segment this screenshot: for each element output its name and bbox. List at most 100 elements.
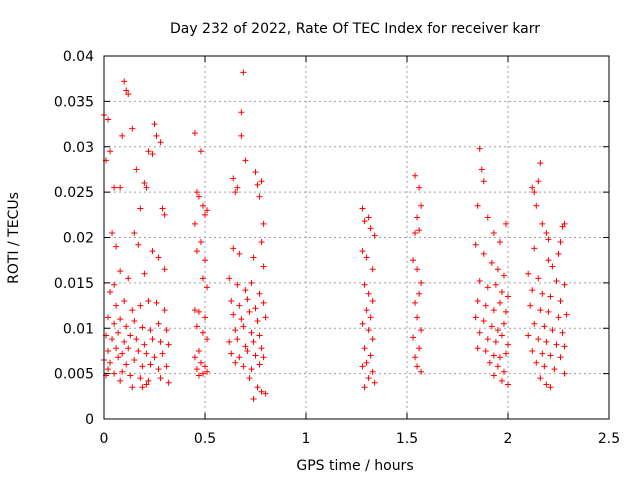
data-point bbox=[159, 205, 166, 212]
data-point bbox=[472, 241, 479, 248]
data-point bbox=[202, 314, 208, 321]
data-point bbox=[418, 327, 425, 334]
data-point bbox=[492, 281, 499, 288]
data-point bbox=[529, 347, 536, 354]
data-point bbox=[139, 384, 146, 391]
data-point bbox=[557, 354, 564, 361]
data-point bbox=[545, 257, 552, 264]
data-point bbox=[490, 307, 497, 314]
data-point bbox=[553, 341, 560, 348]
data-point bbox=[478, 166, 485, 173]
data-point bbox=[197, 359, 204, 366]
data-point bbox=[412, 229, 419, 236]
data-point bbox=[531, 189, 538, 196]
data-point bbox=[105, 347, 112, 354]
data-point bbox=[149, 151, 156, 158]
data-point bbox=[230, 175, 237, 182]
data-point bbox=[410, 334, 417, 341]
data-point bbox=[125, 91, 132, 98]
axis-ticks bbox=[103, 55, 610, 420]
data-point bbox=[246, 308, 253, 315]
data-point bbox=[367, 225, 374, 232]
data-point bbox=[105, 116, 112, 123]
data-point bbox=[484, 284, 491, 291]
data-point bbox=[157, 338, 164, 345]
data-point bbox=[549, 263, 556, 270]
data-point bbox=[252, 352, 259, 359]
data-point bbox=[414, 363, 421, 370]
data-point bbox=[191, 307, 198, 314]
data-point bbox=[525, 332, 532, 339]
data-point bbox=[147, 327, 154, 334]
data-point bbox=[365, 375, 372, 382]
data-point bbox=[236, 354, 243, 361]
data-point bbox=[474, 202, 481, 209]
data-point bbox=[488, 323, 495, 330]
data-point bbox=[191, 220, 198, 227]
data-point bbox=[226, 338, 233, 345]
y-tick-label: 0.04 bbox=[63, 49, 94, 65]
data-point bbox=[135, 347, 142, 354]
data-point bbox=[414, 314, 421, 321]
data-point bbox=[204, 368, 211, 375]
data-point bbox=[238, 132, 245, 139]
data-point bbox=[486, 359, 493, 366]
data-point bbox=[363, 254, 370, 261]
data-point bbox=[472, 314, 479, 321]
data-point bbox=[163, 327, 170, 334]
data-point bbox=[232, 327, 239, 334]
data-point bbox=[529, 184, 536, 191]
data-point bbox=[195, 347, 202, 354]
data-point bbox=[238, 316, 245, 323]
data-point bbox=[490, 352, 497, 359]
data-point bbox=[533, 359, 540, 366]
data-point bbox=[121, 338, 128, 345]
data-point bbox=[250, 254, 257, 261]
data-point bbox=[553, 278, 560, 285]
data-point bbox=[113, 302, 120, 309]
data-point bbox=[127, 372, 134, 379]
y-tick-label: 0.005 bbox=[54, 367, 94, 383]
y-tick-label: 0.015 bbox=[54, 276, 94, 292]
data-point bbox=[363, 307, 370, 314]
data-point bbox=[129, 384, 136, 391]
data-point bbox=[412, 299, 419, 306]
data-point bbox=[159, 350, 166, 357]
data-point bbox=[117, 268, 124, 275]
data-point bbox=[365, 327, 372, 334]
data-point bbox=[488, 259, 495, 266]
data-point bbox=[498, 332, 505, 339]
data-point bbox=[416, 290, 423, 297]
data-point bbox=[155, 254, 162, 261]
data-point bbox=[107, 148, 114, 155]
data-point bbox=[498, 288, 505, 295]
data-point bbox=[547, 384, 554, 391]
data-point bbox=[502, 350, 509, 357]
data-point bbox=[260, 354, 267, 361]
data-point bbox=[563, 311, 570, 318]
data-point bbox=[117, 316, 124, 323]
data-point bbox=[476, 329, 483, 336]
data-point bbox=[539, 350, 546, 357]
data-point bbox=[414, 214, 421, 221]
data-point bbox=[193, 248, 200, 255]
data-point bbox=[367, 314, 374, 321]
data-point bbox=[202, 363, 208, 370]
data-point bbox=[539, 220, 546, 227]
x-axis-label: GPS time / hours bbox=[296, 458, 413, 474]
data-point bbox=[125, 345, 132, 352]
data-point bbox=[541, 363, 548, 370]
data-point bbox=[561, 343, 568, 350]
data-point bbox=[482, 302, 489, 309]
data-point bbox=[539, 290, 546, 297]
data-point bbox=[500, 320, 507, 327]
data-point bbox=[238, 109, 245, 116]
data-point bbox=[416, 227, 423, 234]
data-point bbox=[543, 229, 550, 236]
data-point bbox=[111, 370, 118, 377]
data-point bbox=[496, 354, 503, 361]
data-point bbox=[197, 148, 204, 155]
data-point bbox=[474, 298, 481, 305]
data-point bbox=[535, 275, 542, 282]
data-point bbox=[256, 361, 263, 368]
